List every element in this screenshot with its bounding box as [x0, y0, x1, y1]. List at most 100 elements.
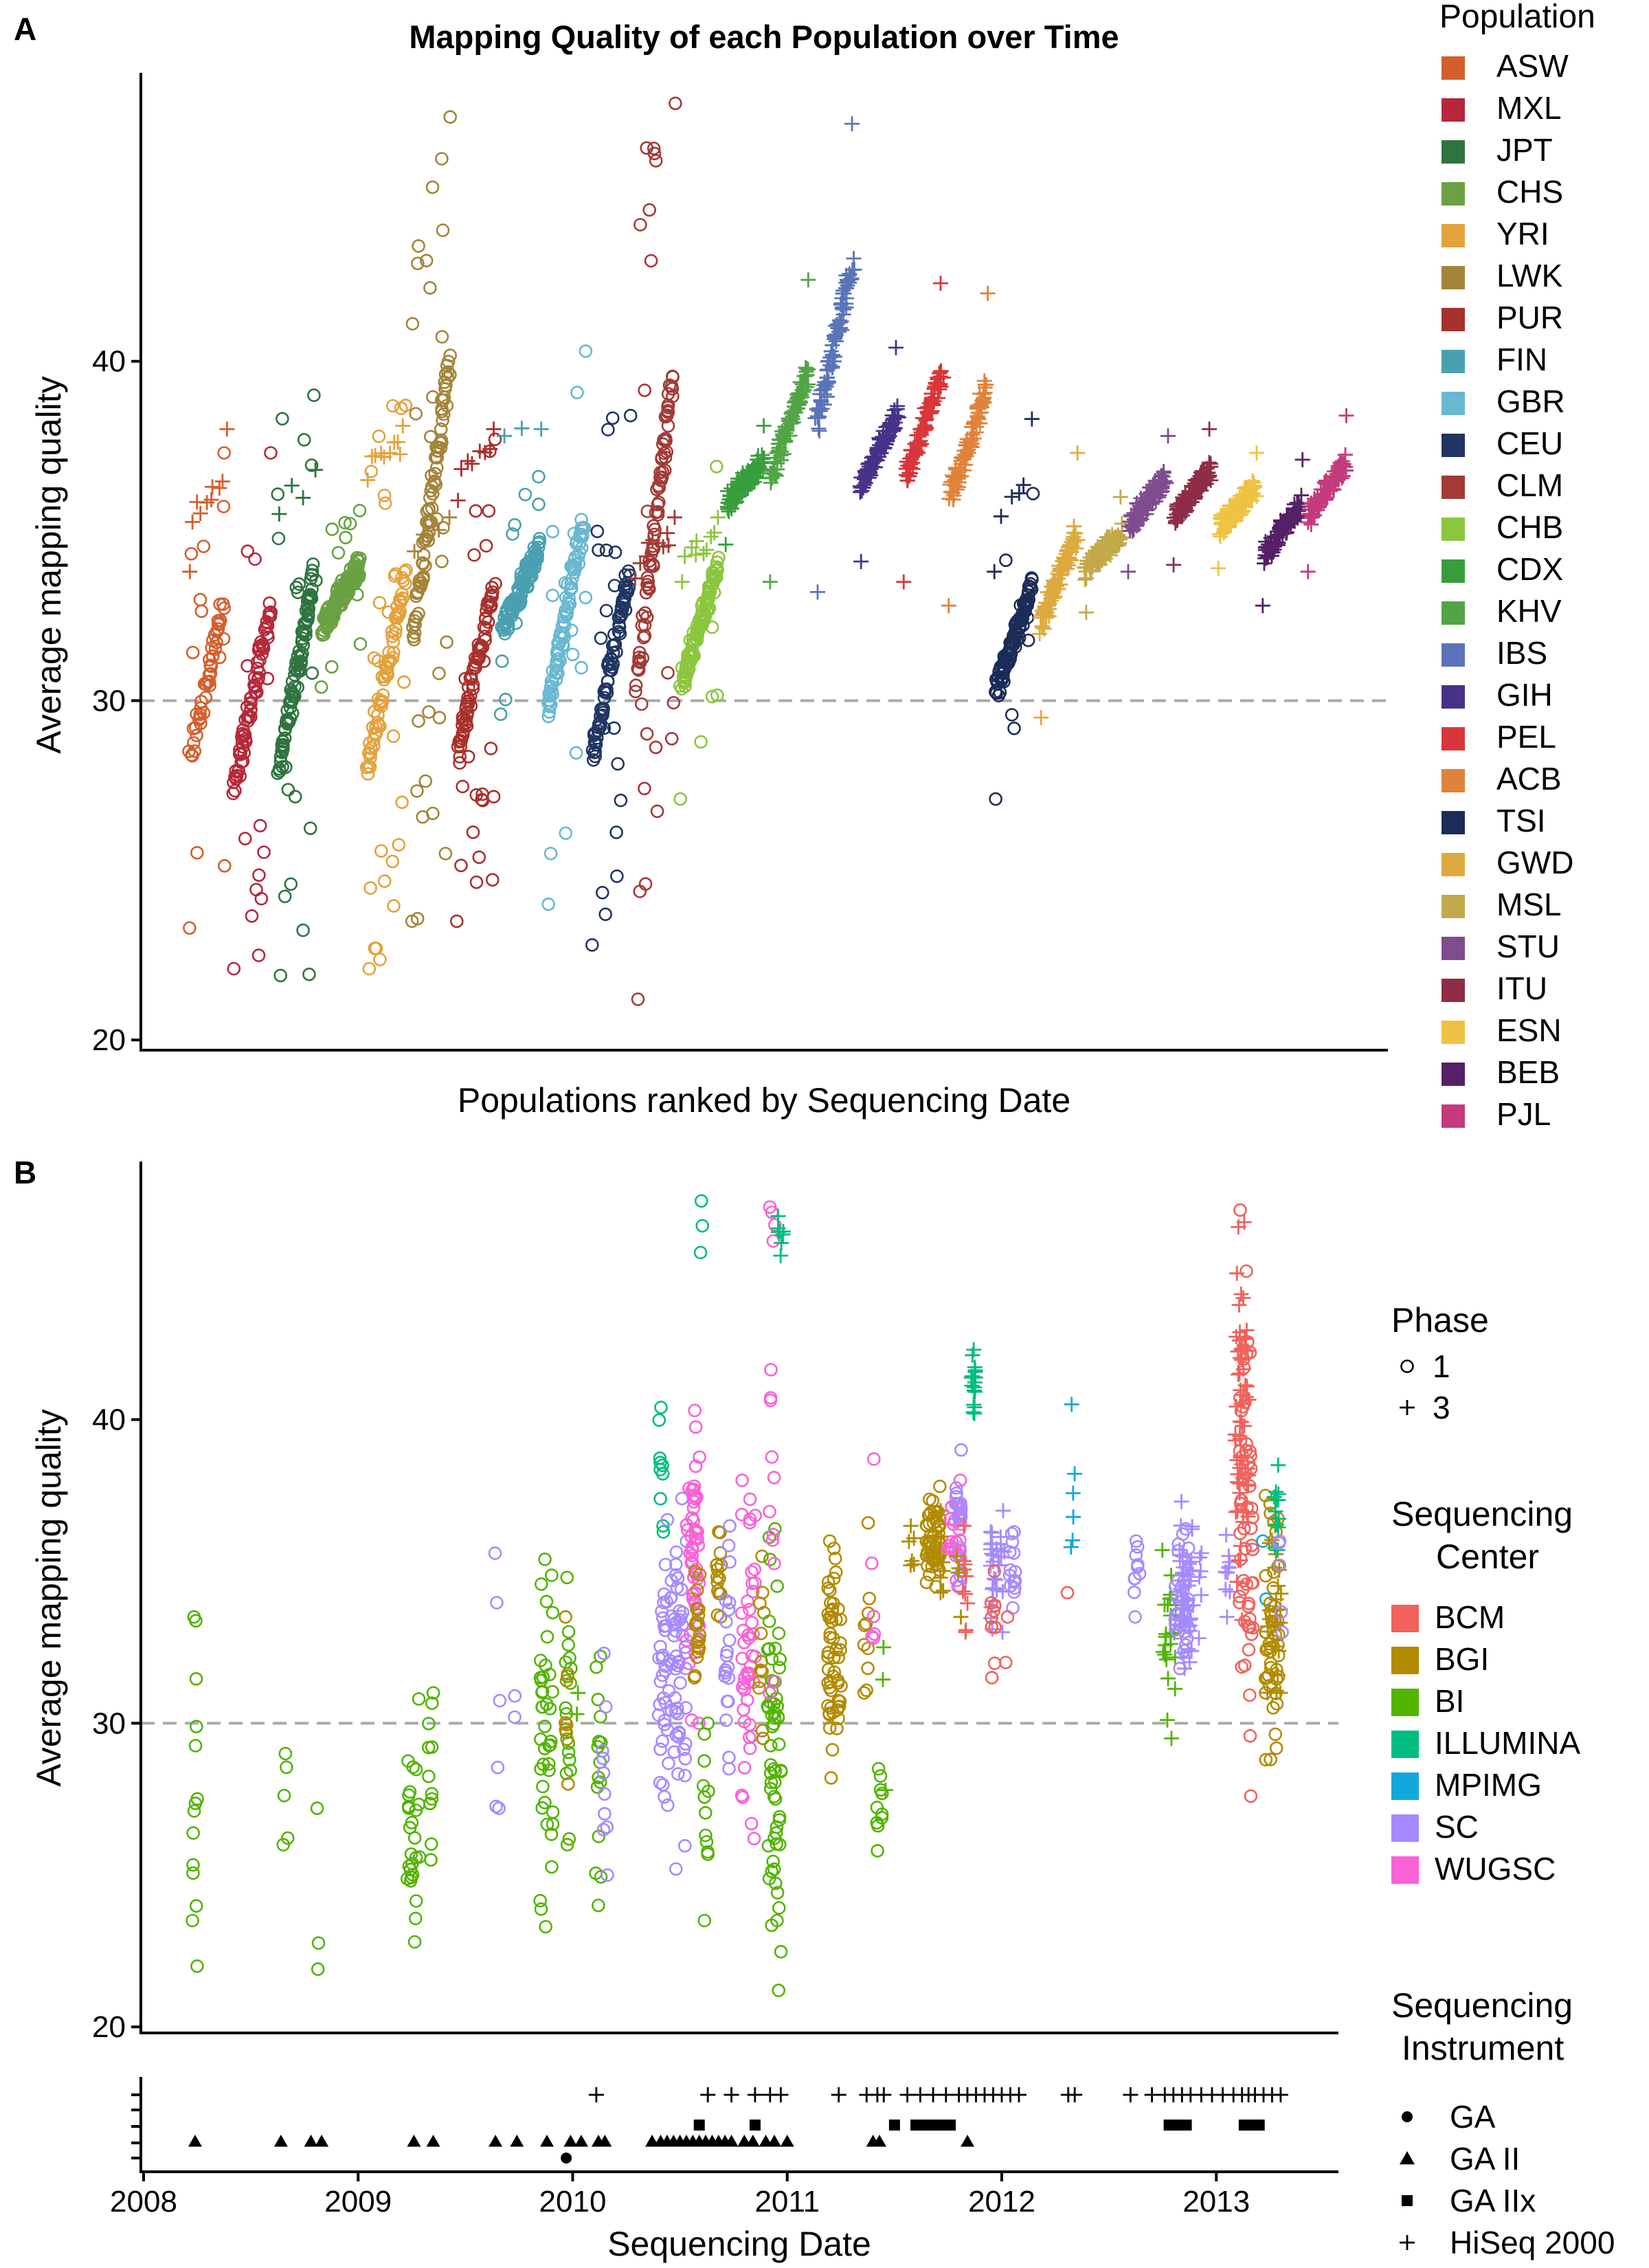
point-CLM-phase1: [638, 781, 651, 796]
point-WUGSC-phase1: [685, 1548, 699, 1562]
point-JPT-phase1: [278, 760, 293, 774]
point-WUGSC-phase1: [680, 1517, 694, 1532]
point-FIN-phase1: [532, 531, 547, 546]
point-MXL-phase1: [264, 446, 278, 460]
point-CLM-phase1: [644, 254, 658, 268]
point-BI-phase1: [187, 1610, 201, 1624]
point-BGI-phase3: [1271, 1643, 1287, 1659]
center-swatch-MPIMG: [1391, 1772, 1419, 1800]
point-YRI-phase1: [371, 708, 385, 722]
point-BI-phase1: [311, 1936, 326, 1950]
strip-point-HiSeq-2000: [1011, 2087, 1027, 2102]
point-ILLUMINA-phase1: [656, 1525, 671, 1539]
point-BGI-phase1: [754, 1663, 767, 1677]
point-BGI-phase1: [561, 1667, 575, 1681]
point-BGI-phase1: [861, 1516, 875, 1530]
point-SC-phase1: [672, 1654, 686, 1669]
point-BGI-phase1: [559, 1716, 572, 1730]
point-YRI-phase1: [392, 838, 406, 852]
point-BI-phase1: [187, 1804, 201, 1818]
point-BGI-phase1: [560, 1732, 574, 1746]
point-BI-phase1: [592, 1898, 605, 1913]
point-MXL-phase1: [238, 832, 252, 845]
point-YRI-phase1: [363, 746, 378, 761]
point-BGI-phase1: [823, 1583, 837, 1597]
point-BI-phase1: [560, 1838, 574, 1852]
legend-swatch-PEL: [1442, 727, 1465, 751]
legend-label-ITU: ITU: [1496, 970, 1547, 1006]
point-BI-phase1: [403, 1874, 418, 1888]
panel-b-label: B: [14, 1155, 36, 1190]
point-SC-phase1: [954, 1512, 967, 1526]
point-SC-phase1: [490, 1596, 504, 1610]
legend-label-CDX: CDX: [1496, 551, 1563, 587]
point-WUGSC-phase1: [743, 1492, 757, 1507]
point-YRI-phase1: [364, 742, 378, 755]
point-CLM-phase3: [627, 570, 643, 586]
point-PEL-phase3: [933, 276, 948, 291]
point-CHS-phase1: [314, 680, 328, 694]
point-IBS-phase3: [838, 296, 854, 311]
point-BI-phase1: [765, 1918, 778, 1933]
point-GBR-phase1: [579, 344, 593, 358]
point-CEU-phase1: [608, 545, 622, 559]
point-BI-phase1: [762, 1531, 776, 1544]
point-WUGSC-phase1: [742, 1666, 756, 1680]
point-MXL-phase1: [251, 948, 266, 962]
legend-label-PUR: PUR: [1496, 300, 1563, 335]
point-WUGSC-phase1: [766, 1234, 781, 1248]
point-SC-phase3: [1193, 1545, 1209, 1561]
point-YRI-phase1: [377, 489, 392, 502]
point-WUGSC-phase1: [748, 1562, 761, 1577]
strip-point-GA-IIx: [693, 2120, 705, 2131]
point-BI-phase1: [771, 1711, 785, 1725]
point-ASW-phase1: [194, 694, 208, 709]
point-SC-phase1: [949, 1481, 963, 1495]
point-ACB-phase3: [941, 598, 956, 614]
point-BGI-phase3: [903, 1518, 919, 1534]
legend-label-STU: STU: [1496, 929, 1560, 964]
point-BI-phase1: [425, 1787, 439, 1801]
point-CLM-phase1: [640, 727, 654, 741]
point-YRI-phase1: [376, 688, 390, 702]
legend-label-CHS: CHS: [1496, 174, 1563, 210]
point-PUR-phase1: [478, 630, 492, 643]
point-CEU-phase1: [588, 745, 603, 759]
point-PUR-phase3: [482, 441, 498, 457]
point-BI-phase1: [190, 1792, 205, 1806]
point-WUGSC-phase1: [945, 1541, 959, 1555]
strip-point-GA-II: [407, 2135, 421, 2147]
point-ILLUMINA-phase1: [654, 1401, 668, 1414]
point-SC-phase1: [718, 1669, 732, 1683]
point-BGI-phase1: [756, 1586, 770, 1600]
point-JPT-phase1: [302, 967, 316, 981]
point-BGI-phase1: [710, 1608, 725, 1622]
point-MXL-phase1: [238, 732, 253, 746]
point-BI-phase1: [409, 1762, 423, 1777]
point-TSI-phase3: [1004, 489, 1020, 504]
point-BI-phase1: [535, 1801, 550, 1815]
center-swatch-ILLUMINA: [1391, 1731, 1419, 1758]
point-CLM-phase1: [658, 463, 672, 478]
point-SC-phase1: [657, 1587, 671, 1601]
point-BI-phase1: [538, 1553, 552, 1566]
point-SC-phase1: [720, 1694, 734, 1709]
point-BGI-phase1: [919, 1575, 934, 1590]
point-BI-phase1: [761, 1838, 776, 1853]
point-BCM-phase1: [1242, 1599, 1255, 1614]
point-JPT-phase1: [278, 889, 292, 904]
instrument-legend-label: GA IIx: [1450, 2183, 1536, 2219]
point-SC-phase1: [669, 1862, 683, 1876]
strip-point-GA-II: [426, 2135, 440, 2147]
point-BI-phase1: [774, 1945, 788, 1959]
point-BEB-phase3: [1294, 487, 1309, 503]
point-LWK-phase1: [427, 474, 442, 489]
point-SC-phase1: [670, 1581, 684, 1594]
point-BGI-phase1: [690, 1602, 704, 1616]
point-ILLUMINA-phase3: [964, 1368, 980, 1384]
point-MXL-phase1: [257, 845, 271, 859]
point-SC-phase3: [985, 1548, 1001, 1564]
point-BCM-phase1: [1233, 1496, 1248, 1511]
chart-b-xlabel: Sequencing Date: [607, 2225, 871, 2263]
point-CLM-phase1: [638, 629, 652, 643]
